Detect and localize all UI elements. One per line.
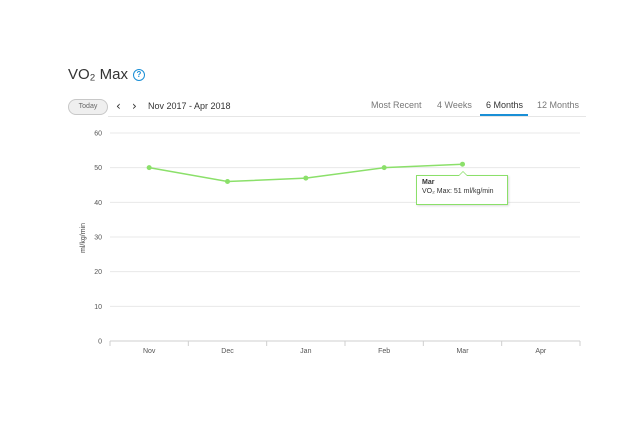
header-divider [108, 116, 586, 117]
tab-most-recent[interactable]: Most Recent [371, 100, 422, 110]
chevron-right-icon[interactable]: › [132, 99, 137, 113]
data-point [303, 175, 309, 181]
tab-4-weeks[interactable]: 4 Weeks [437, 100, 472, 110]
series-line [146, 161, 465, 185]
y-tick-label: 10 [94, 304, 102, 311]
y-axis-ticks: 0 10 20 30 40 50 60 [94, 131, 102, 346]
help-circle-icon[interactable]: ? [133, 68, 145, 81]
today-button[interactable]: Today [68, 99, 108, 115]
chevron-left-icon[interactable]: ‹ [116, 99, 121, 113]
x-tick-label: Mar [456, 348, 469, 355]
data-point [225, 179, 230, 185]
tab-12-months[interactable]: 12 Months [537, 100, 580, 110]
tooltip-title: Mar [422, 179, 435, 186]
grid-lines [110, 132, 580, 342]
y-tick-label: 0 [98, 339, 102, 346]
x-tick-label: Apr [535, 348, 547, 355]
data-point [381, 165, 387, 171]
x-axis: Nov Dec Jan Feb Mar Apr [109, 341, 581, 355]
chart-header: VO₂ Max ? [68, 66, 145, 83]
date-range-label: Nov 2017 - Apr 2018 [148, 101, 231, 111]
tab-6-months[interactable]: 6 Months [486, 100, 524, 110]
time-range-tabs: Most Recent 4 Weeks 6 Months 12 Months [0, 100, 640, 116]
x-tick-label: Feb [378, 348, 390, 355]
x-tick-label: Nov [143, 348, 156, 355]
tooltip-text: VO₂ Max: 51 ml/kg/min [422, 188, 494, 195]
data-point [146, 165, 152, 171]
active-tab-indicator [480, 114, 528, 116]
y-tick-label: 40 [94, 200, 102, 207]
y-tick-label: 50 [94, 165, 102, 172]
x-tick-label: Jan [300, 348, 311, 355]
data-point [460, 161, 465, 167]
data-tooltip: Mar VO₂ Max: 51 ml/kg/min [416, 171, 508, 205]
y-tick-label: 60 [94, 131, 102, 138]
y-axis-label: ml/kg/min [80, 223, 87, 253]
x-tick-label: Dec [221, 348, 234, 355]
y-tick-label: 30 [94, 235, 102, 242]
y-tick-label: 20 [94, 269, 102, 276]
page-title: VO₂ Max [68, 66, 128, 83]
